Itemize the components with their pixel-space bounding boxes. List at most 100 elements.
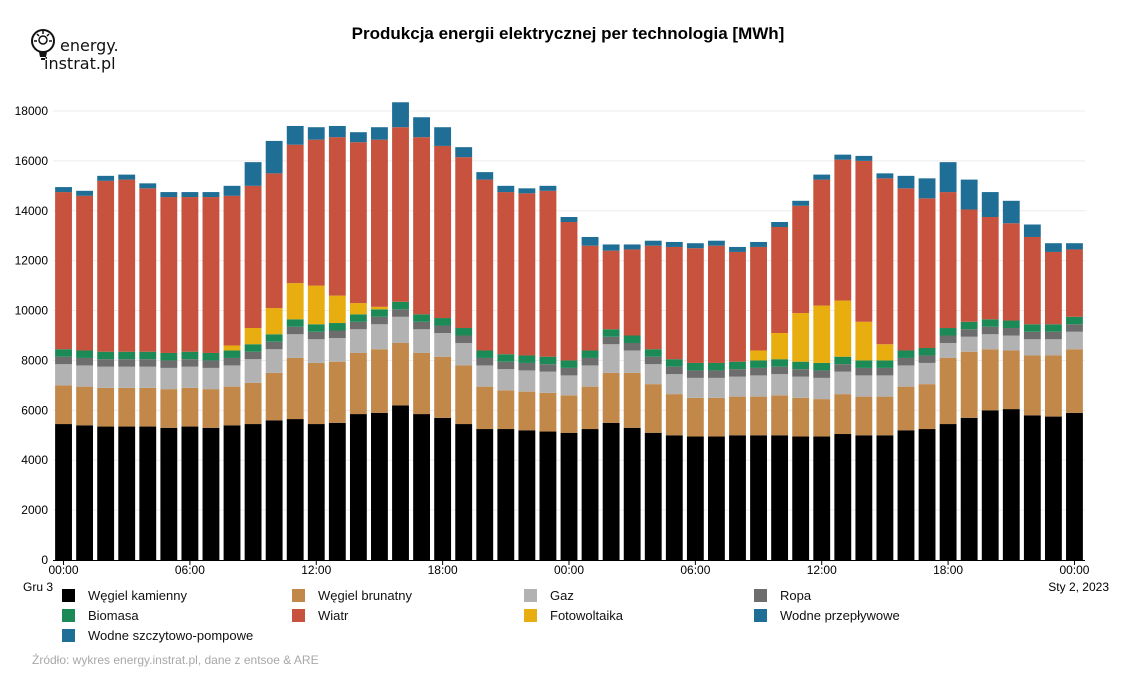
- bar-segment: [202, 427, 220, 560]
- bar-segment: [834, 300, 852, 357]
- y-tick-label: 10000: [15, 304, 49, 318]
- x-tick-label: 18:00: [428, 563, 458, 577]
- bar-segment: [413, 117, 430, 138]
- bar-segment: [265, 341, 283, 350]
- bar-segment: [244, 359, 262, 383]
- bar-segment: [118, 426, 136, 560]
- legend-item[interactable]: Wodne szczytowo-pompowe: [62, 626, 253, 644]
- bar-segment: [244, 162, 262, 186]
- legend-label: Węgiel kamienny: [88, 587, 187, 603]
- legend-swatch: [524, 588, 537, 602]
- x-tick-label: 06:00: [680, 563, 710, 577]
- bar-segment: [55, 187, 72, 193]
- bar-segment: [855, 160, 873, 322]
- bar-segment: [644, 349, 662, 357]
- bar-segment: [1002, 328, 1020, 336]
- legend-swatch: [754, 608, 767, 622]
- bar-segment: [371, 309, 388, 317]
- bar-segment: [160, 352, 178, 361]
- bar-segment: [518, 370, 536, 392]
- bar-segment: [1066, 412, 1083, 560]
- legend-item[interactable]: Wiatr: [292, 606, 348, 624]
- bar-segment: [434, 325, 452, 333]
- bar-segment: [813, 377, 831, 400]
- bar-segment: [771, 366, 789, 375]
- bar-segment: [686, 436, 704, 560]
- bar-segment: [792, 397, 810, 437]
- legend-item[interactable]: Węgiel brunatny: [292, 586, 412, 604]
- bar-segment: [1002, 200, 1020, 224]
- bar-segment: [581, 429, 599, 560]
- bar-segment: [286, 125, 304, 145]
- bar-segment: [1066, 324, 1083, 332]
- legend-item[interactable]: Gaz: [524, 586, 574, 604]
- logo-text-line1: energy.: [60, 36, 119, 55]
- bar-segment: [581, 245, 599, 351]
- legend-item[interactable]: Węgiel kamienny: [62, 586, 187, 604]
- bar-segment: [307, 339, 325, 363]
- bar-segment: [476, 179, 494, 351]
- bar-segment: [328, 137, 346, 296]
- bar-segment: [771, 333, 789, 360]
- bar-segment: [1002, 320, 1020, 329]
- bar-segment: [413, 352, 430, 415]
- bar-segment: [1044, 355, 1062, 417]
- bar-segment: [560, 217, 578, 222]
- bar-segment: [455, 147, 473, 158]
- bar-segment: [118, 359, 136, 367]
- bar-segment: [223, 345, 241, 351]
- bar-segment: [834, 364, 852, 372]
- bar-segment: [1044, 416, 1062, 560]
- bar-segment: [97, 426, 115, 560]
- bar-segment: [623, 335, 641, 343]
- bar-segment: [118, 179, 136, 352]
- bar-segment: [181, 387, 199, 427]
- bar-segment: [918, 362, 936, 385]
- bar-segment: [371, 306, 388, 310]
- x-tick-label: 12:00: [807, 563, 837, 577]
- bar-segment: [223, 365, 241, 387]
- bar-segment: [876, 367, 894, 376]
- bar-segment: [813, 370, 831, 378]
- bar-segment: [623, 244, 641, 250]
- bar-segment: [392, 102, 409, 128]
- bar-segment: [497, 361, 515, 370]
- bar-segment: [792, 361, 810, 370]
- bar-segment: [1023, 355, 1041, 416]
- bar-segment: [392, 301, 409, 310]
- bar-segment: [55, 424, 72, 560]
- bar-segment: [328, 295, 346, 324]
- legend-item[interactable]: Wodne przepływowe: [754, 606, 900, 624]
- bar-segment: [1044, 251, 1062, 325]
- bar-segment: [960, 417, 978, 560]
- bar-segment: [160, 389, 178, 428]
- bar-segment: [602, 344, 620, 373]
- bar-segment: [392, 316, 409, 343]
- legend-item[interactable]: Fotowoltaika: [524, 606, 623, 624]
- legend-item[interactable]: Ropa: [754, 586, 811, 604]
- y-tick-label: 14000: [15, 204, 49, 218]
- legend-label: Wiatr: [318, 607, 349, 623]
- bar-segment: [750, 396, 767, 436]
- x-tick-label: 00:00: [49, 563, 79, 577]
- bar-segment: [708, 397, 725, 437]
- bar-segment: [139, 366, 157, 388]
- legend-item[interactable]: Biomasa: [62, 606, 139, 624]
- bar-segment: [518, 430, 536, 560]
- bar-segment: [118, 174, 136, 180]
- bar-segment: [202, 192, 220, 198]
- legend-label: Węgiel brunatny: [318, 587, 412, 603]
- bar-segment: [834, 159, 852, 301]
- bar-segment: [539, 190, 557, 357]
- bar-segment: [118, 351, 136, 360]
- x-tick-label: 18:00: [933, 563, 963, 577]
- bar-segment: [223, 386, 241, 426]
- bar-segment: [328, 323, 346, 331]
- y-tick-label: 18000: [15, 104, 49, 118]
- bar-segment: [539, 392, 557, 432]
- bar-segment: [939, 424, 957, 560]
- bar-segment: [623, 249, 641, 336]
- bar-segment: [623, 372, 641, 428]
- bar-segment: [55, 364, 72, 386]
- bar-segment: [97, 351, 115, 360]
